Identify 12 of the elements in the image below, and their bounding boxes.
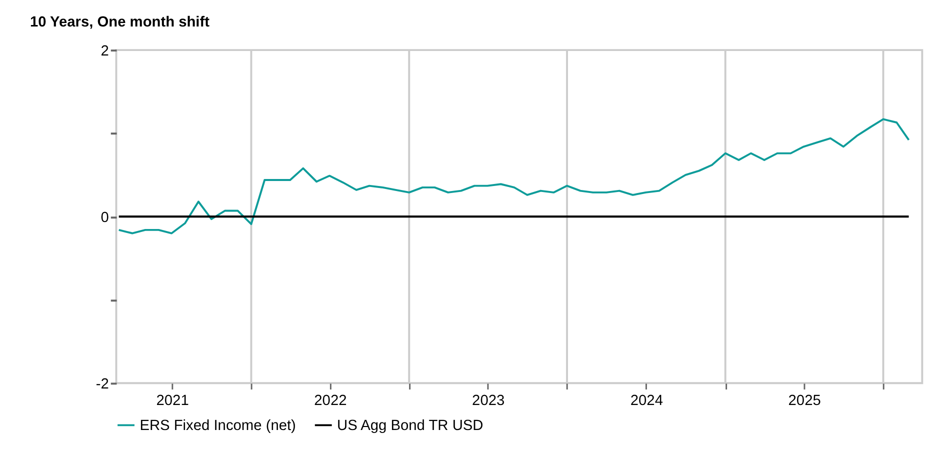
line-series bbox=[118, 118, 910, 234]
y-tick-label: 2 bbox=[100, 43, 109, 60]
x-tick-label: 2023 bbox=[472, 393, 505, 410]
x-tick-label: 2024 bbox=[630, 393, 663, 410]
legend-label: ERS Fixed Income (net) bbox=[140, 418, 296, 434]
x-tick-label: 2021 bbox=[156, 393, 189, 410]
x-tick-label: 2022 bbox=[314, 393, 347, 410]
chart-title: 10 Years, One month shift bbox=[30, 14, 210, 31]
y-tick-label: 0 bbox=[100, 210, 109, 226]
x-tick-label: 2025 bbox=[788, 393, 821, 410]
legend-label: US Agg Bond TR USD bbox=[337, 418, 484, 434]
y-tick-label: -2 bbox=[96, 376, 109, 393]
